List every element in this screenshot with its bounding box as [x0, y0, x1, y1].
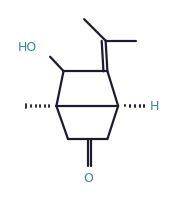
Text: H: H — [150, 100, 159, 113]
Text: HO: HO — [18, 40, 37, 53]
Text: O: O — [83, 171, 93, 184]
